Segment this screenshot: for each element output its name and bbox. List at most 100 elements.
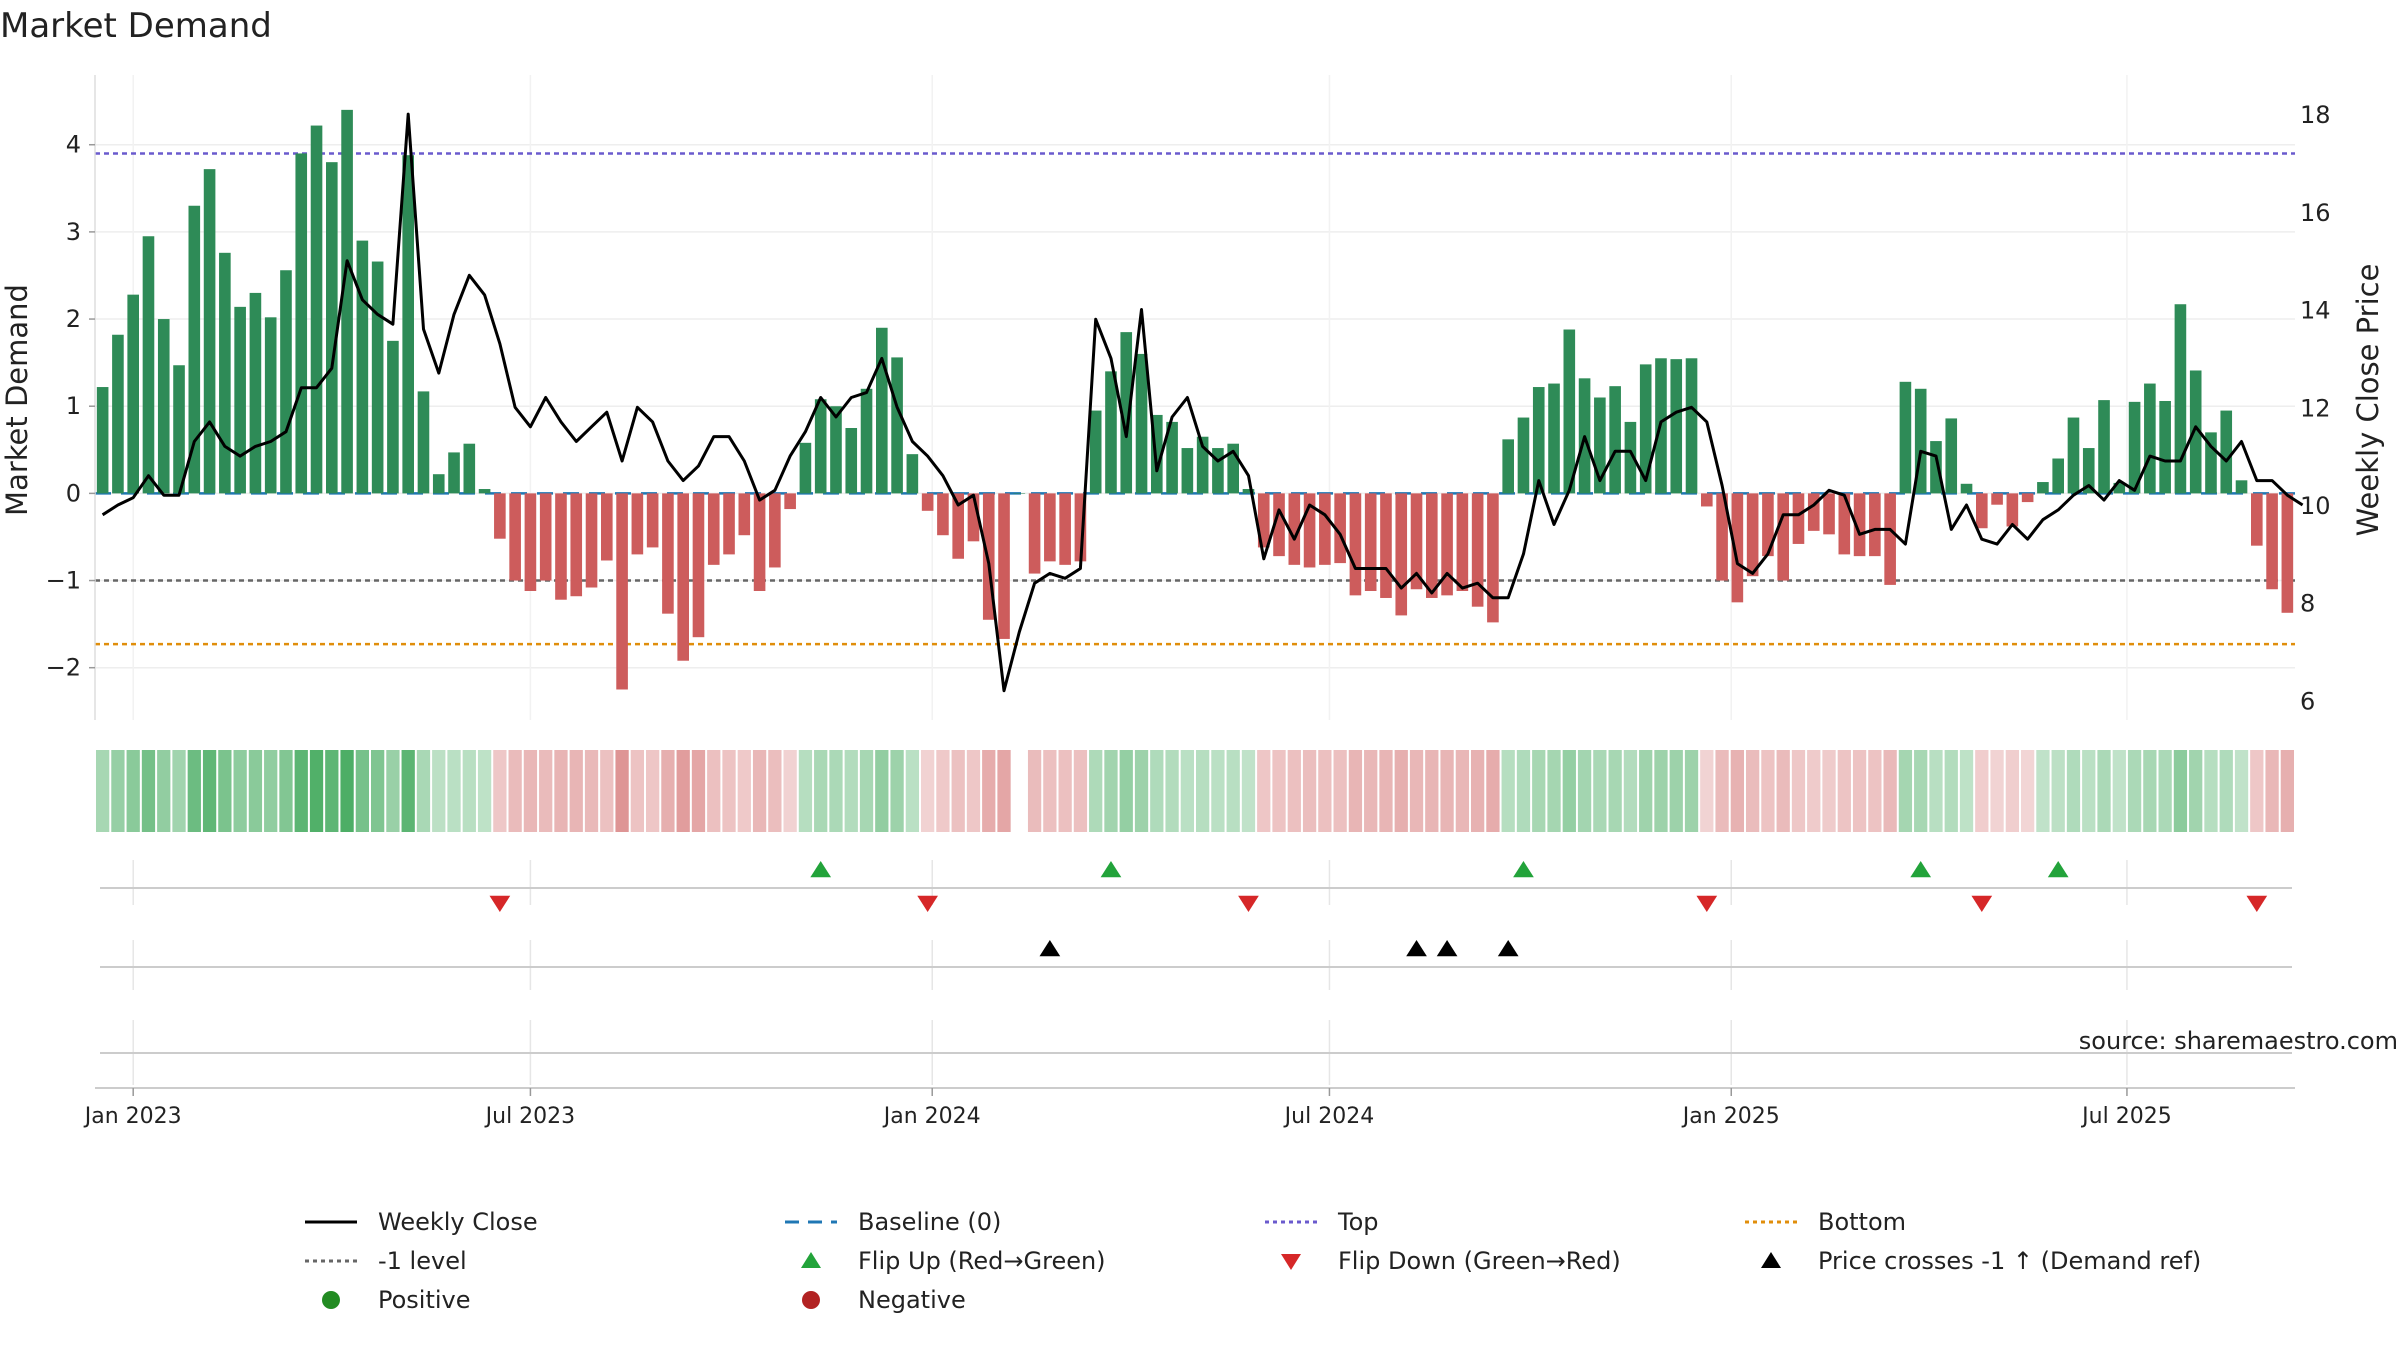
demand-bar-negative [1059, 493, 1071, 565]
demand-bar-positive [1548, 383, 1560, 494]
demand-bar-negative [1807, 493, 1820, 531]
demand-bar-negative [646, 493, 659, 548]
demand-bar-negative [2021, 493, 2034, 503]
strip-cell [1547, 750, 1561, 832]
strip-cell [1471, 750, 1485, 832]
strip-cell [844, 750, 858, 832]
demand-bar-positive [1945, 418, 1958, 494]
demand-bar-negative [1792, 493, 1805, 544]
demand-bar-positive [1532, 387, 1545, 494]
y2-tick-label: 12 [2300, 394, 2331, 422]
legend-swatch [322, 1291, 340, 1309]
demand-bar-positive [112, 334, 124, 494]
legend-item: Baseline (0) [780, 1208, 1001, 1236]
strip-cell [539, 750, 553, 832]
demand-bar-positive [249, 292, 262, 494]
strip-cell [1898, 750, 1913, 832]
demand-bar-positive [310, 125, 323, 494]
demand-bar-positive [1930, 441, 1942, 494]
demand-heat-strip [96, 750, 2294, 832]
legend-triangle-up [1761, 1252, 1781, 1268]
y2-tick-label: 6 [2300, 687, 2315, 715]
legend-swatch [305, 1220, 357, 1224]
strip-cell [2005, 750, 2019, 832]
strip-cell [1211, 750, 1225, 832]
legend-swatch [1281, 1254, 1301, 1270]
demand-bar-negative [1044, 493, 1056, 562]
demand-bar-positive [280, 270, 292, 494]
demand-bar-positive [2098, 400, 2110, 494]
legend-swatch [802, 1291, 820, 1309]
demand-bar-negative [1716, 493, 1728, 581]
x-tick-label: Jan 2023 [83, 1104, 182, 1129]
strip-cell [2158, 750, 2172, 832]
legend-item: Negative [780, 1286, 966, 1314]
strip-cell [1058, 750, 1072, 832]
demand-bar-positive [356, 240, 369, 494]
strip-cell [982, 750, 996, 832]
strip-cell [1364, 750, 1378, 832]
demand-bar-negative [662, 493, 674, 614]
demand-bar-positive [2052, 458, 2064, 494]
demand-bar-negative [784, 493, 796, 510]
strip-cell [1165, 750, 1179, 832]
demand-bar-positive [1685, 358, 1698, 494]
demand-bar-positive [1120, 332, 1133, 494]
legend-label: Flip Up (Red→Green) [858, 1247, 1106, 1275]
demand-bar-positive [1196, 436, 1209, 494]
demand-bar-negative [1731, 493, 1744, 603]
demand-bar-negative [723, 493, 735, 555]
demand-bar-positive [1960, 483, 1973, 494]
strip-cell [1562, 750, 1576, 832]
demand-bar-negative [1884, 493, 1896, 585]
strip-cell [1196, 750, 1210, 832]
demand-bar-negative [524, 493, 537, 591]
demand-bar-positive [188, 205, 201, 494]
flip-up-marker [810, 861, 832, 878]
flip-down-marker [1238, 895, 1259, 912]
strip-cell [646, 750, 660, 832]
strip-cell [1333, 750, 1347, 832]
demand-bar-positive [2235, 480, 2248, 494]
demand-bar-negative [692, 493, 705, 638]
demand-bar-positive [295, 153, 308, 494]
strip-cell [921, 750, 935, 832]
demand-bar-negative [509, 493, 521, 581]
legend-item: Bottom [1740, 1208, 1906, 1236]
chart-title: Market Demand [0, 6, 272, 46]
strip-cell [1287, 750, 1301, 832]
legend-swatch [785, 1220, 837, 1224]
demand-bar-positive [387, 340, 399, 494]
demand-bar-positive [402, 155, 414, 494]
y2-tick-label: 16 [2300, 199, 2331, 227]
demand-bar-negative [1701, 493, 1713, 507]
strip-cell [218, 750, 232, 832]
strip-cell [1776, 750, 1790, 832]
demand-bar-positive [2159, 400, 2171, 494]
strip-cell [1027, 750, 1042, 832]
strip-cell [2219, 750, 2233, 832]
legend-swatch [1745, 1220, 1797, 1224]
source-note: source: sharemaestro.com [2079, 1027, 2398, 1055]
demand-bar-negative [1334, 493, 1346, 564]
strip-cell [477, 750, 492, 832]
strip-cell [2173, 750, 2188, 832]
legend-label: Weekly Close [378, 1208, 538, 1236]
demand-bar-negative [570, 493, 583, 597]
strip-cell [2189, 750, 2203, 832]
legend-item: -1 level [300, 1247, 467, 1275]
strip-cell [966, 750, 981, 832]
strip-cell [1425, 750, 1439, 832]
strip-cell [2051, 750, 2065, 832]
strip-cell [707, 750, 721, 832]
demand-bar-positive [1212, 448, 1224, 494]
demand-bar-negative [1349, 493, 1362, 596]
demand-bar-positive [1502, 439, 1514, 494]
demand-bar-positive [2144, 383, 2156, 494]
demand-bar-negative [707, 493, 720, 565]
demand-bar-negative [555, 493, 567, 600]
demand-bar-positive [830, 406, 842, 494]
y-axis-label: Market Demand [0, 284, 34, 516]
legend-swatch [305, 1259, 357, 1263]
strip-cell [890, 750, 904, 832]
